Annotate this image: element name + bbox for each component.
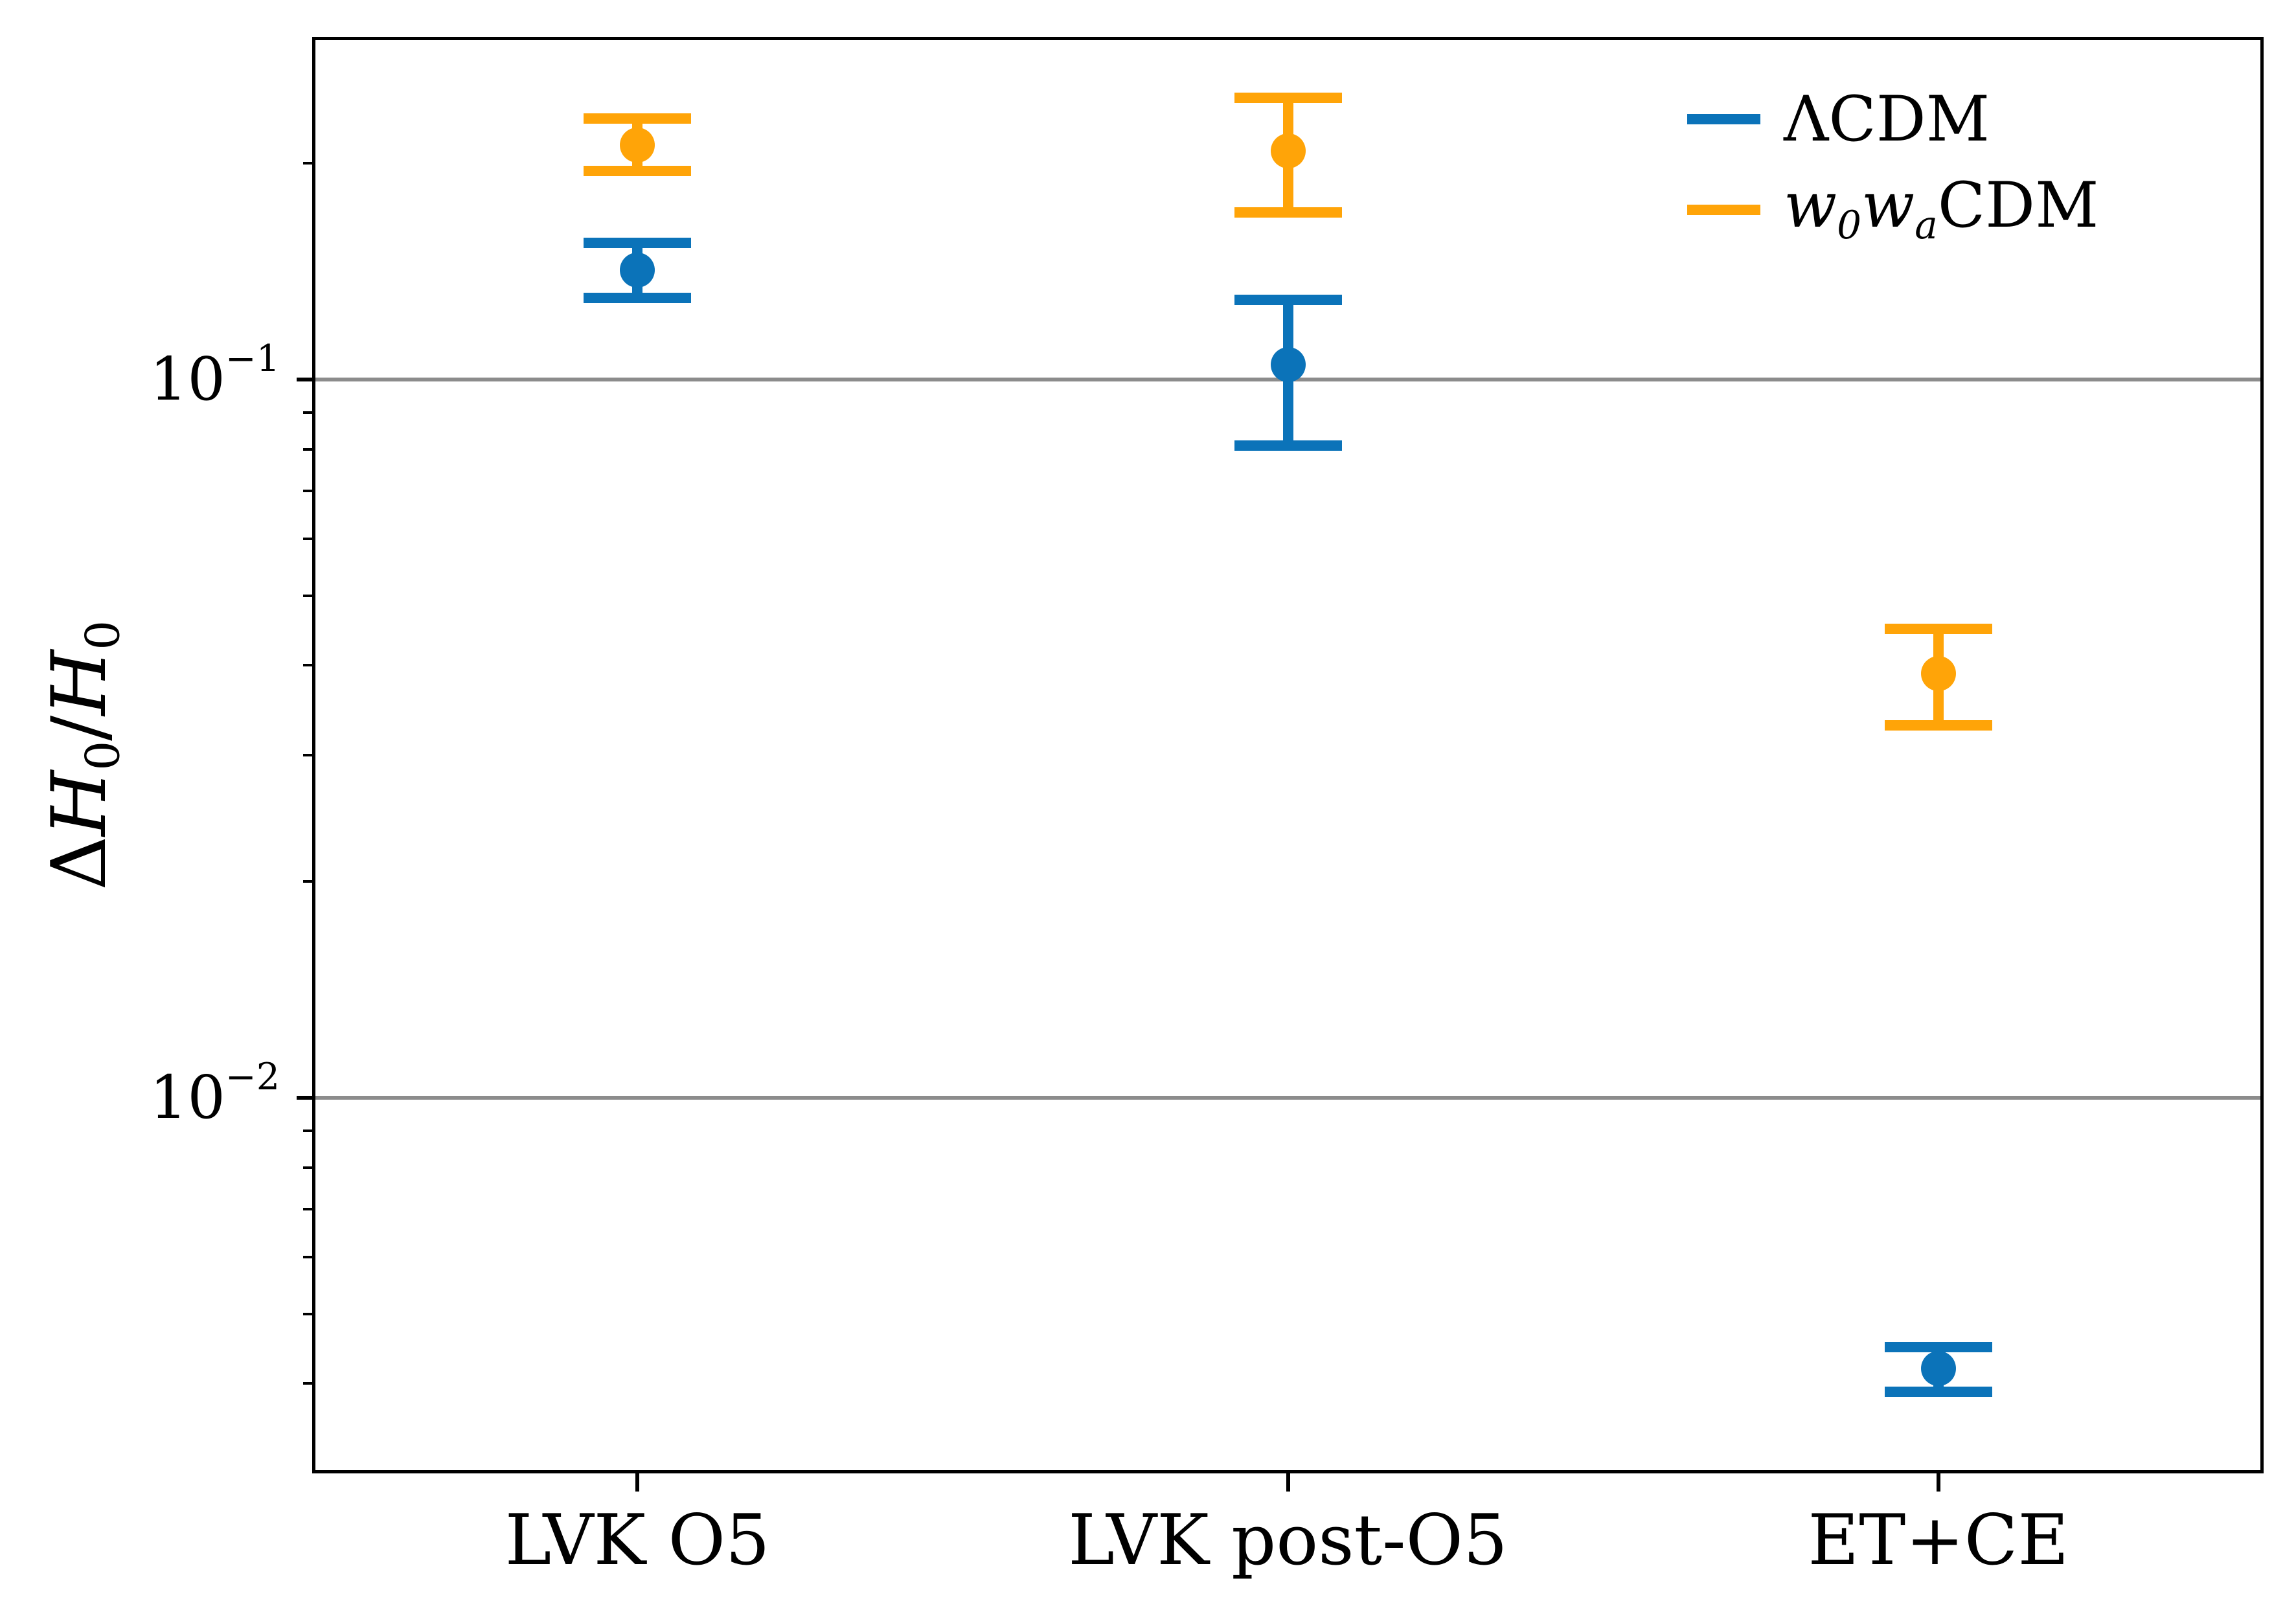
series-ΛCDM-LVK post-O5-errorbar-cap-top — [1234, 295, 1342, 306]
series-ΛCDM-ET+CE-marker — [1920, 1350, 1956, 1386]
y-tick-label-base: 10 — [149, 1063, 225, 1133]
legend-entry-w0wacdm: w0waCDM — [1687, 165, 2098, 255]
series-ΛCDM-LVK O5-marker — [620, 253, 655, 288]
series-ΛCDM-LVK O5-errorbar-cap-bottom — [584, 292, 692, 303]
y-minor-tick-0.04 — [303, 664, 312, 667]
axes-frame — [312, 37, 2264, 1473]
series-ΛCDM-LVK post-O5-errorbar-cap-bottom — [1234, 440, 1342, 451]
x-tick-LVK O5 — [635, 1473, 640, 1492]
y-tick-label-10−2: 10 −2 — [89, 1052, 280, 1143]
x-tick-LVK post-O5 — [1286, 1473, 1290, 1492]
series-w0waCDM-LVK post-O5-errorbar-cap-bottom — [1234, 207, 1342, 218]
text-token: 0 — [1837, 203, 1862, 249]
y-minor-tick-0.006 — [303, 1256, 312, 1259]
series-w0waCDM-ET+CE-errorbar-cap-top — [1884, 623, 1992, 634]
y-minor-tick-0.2 — [303, 162, 312, 165]
legend-label-w0wacdm: w0waCDM — [1784, 174, 2098, 245]
gridline-10−2 — [312, 1096, 2264, 1100]
series-w0waCDM-LVK O5-marker — [620, 128, 655, 163]
text-token: a — [1915, 203, 1938, 249]
text-token: ΛCDM — [1784, 83, 1990, 155]
y-minor-tick-0.004 — [303, 1382, 312, 1385]
x-tick-label-ET+CE: ET+CE — [1808, 1500, 2069, 1581]
series-ΛCDM-LVK O5-errorbar-cap-top — [584, 238, 692, 249]
y-minor-tick-0.005 — [303, 1312, 312, 1315]
series-ΛCDM-LVK post-O5-marker — [1270, 346, 1306, 382]
series-w0waCDM-LVK post-O5-errorbar-cap-top — [1234, 92, 1342, 103]
y-minor-tick-0.008 — [303, 1166, 312, 1169]
series-w0waCDM-ET+CE-marker — [1920, 655, 1956, 691]
legend-line-lcdm — [1687, 114, 1760, 124]
legend-entry-lcdm: ΛCDM — [1687, 74, 1990, 165]
y-minor-tick-0.007 — [303, 1207, 312, 1210]
y-minor-tick-0.03 — [303, 754, 312, 756]
x-tick-ET+CE — [1936, 1473, 1940, 1492]
text-token: w — [1784, 169, 1837, 242]
series-ΛCDM-ET+CE-errorbar-cap-bottom — [1884, 1386, 1992, 1397]
series-w0waCDM-ET+CE-errorbar-cap-bottom — [1884, 720, 1992, 731]
y-major-tick-10−1 — [297, 378, 312, 382]
y-minor-tick-0.009 — [303, 1129, 312, 1132]
y-minor-tick-0.07 — [303, 489, 312, 492]
y-minor-tick-0.09 — [303, 411, 312, 414]
text-token: CDM — [1937, 169, 2099, 242]
y-minor-tick-0.06 — [303, 538, 312, 541]
text-token: w — [1861, 169, 1915, 242]
legend-label-lcdm: ΛCDM — [1784, 88, 1990, 150]
y-minor-tick-0.02 — [303, 880, 312, 883]
y-tick-label-10−1: 10 −1 — [89, 334, 280, 425]
y-minor-tick-0.05 — [303, 594, 312, 597]
y-tick-label-base: 10 — [149, 345, 225, 414]
x-tick-label-LVK O5: LVK O5 — [505, 1500, 770, 1581]
y-major-tick-10−2 — [297, 1096, 312, 1100]
series-w0waCDM-LVK O5-errorbar-cap-top — [584, 113, 692, 124]
y-tick-label-exponent: −2 — [225, 1056, 280, 1099]
x-tick-label-LVK post-O5: LVK post-O5 — [1068, 1500, 1508, 1581]
series-w0waCDM-LVK post-O5-marker — [1270, 133, 1306, 169]
y-tick-label-exponent: −1 — [225, 337, 280, 381]
series-w0waCDM-LVK O5-errorbar-cap-bottom — [584, 166, 692, 177]
y-minor-tick-0.08 — [303, 448, 312, 451]
series-ΛCDM-ET+CE-errorbar-cap-top — [1884, 1341, 1992, 1352]
legend-line-w0wacdm — [1687, 205, 1760, 215]
